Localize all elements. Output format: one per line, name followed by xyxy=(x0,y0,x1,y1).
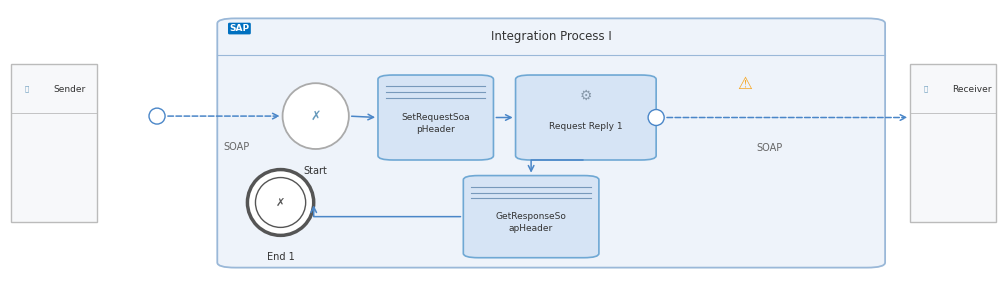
Text: Integration Process I: Integration Process I xyxy=(490,30,611,43)
Bar xyxy=(11,64,97,222)
Text: SOAP: SOAP xyxy=(224,142,250,152)
Text: SAP: SAP xyxy=(230,24,250,33)
Text: SOAP: SOAP xyxy=(756,143,782,153)
Ellipse shape xyxy=(149,108,165,124)
Ellipse shape xyxy=(256,178,306,227)
Text: ✗: ✗ xyxy=(276,197,285,207)
Text: ✗: ✗ xyxy=(310,110,321,123)
Text: ⬛: ⬛ xyxy=(923,86,927,92)
Text: ⬛: ⬛ xyxy=(24,86,29,92)
Bar xyxy=(910,64,996,222)
Text: Sender: Sender xyxy=(53,85,86,94)
FancyBboxPatch shape xyxy=(218,18,885,268)
FancyBboxPatch shape xyxy=(378,75,493,160)
Ellipse shape xyxy=(649,110,665,126)
FancyBboxPatch shape xyxy=(463,176,599,258)
Text: GetResponseSo
apHeader: GetResponseSo apHeader xyxy=(495,212,567,233)
Text: SetRequestSoa
pHeader: SetRequestSoa pHeader xyxy=(402,113,470,134)
Text: Request Reply 1: Request Reply 1 xyxy=(549,122,622,130)
Text: ⚠: ⚠ xyxy=(737,75,752,93)
Text: End 1: End 1 xyxy=(267,252,294,262)
FancyBboxPatch shape xyxy=(516,75,657,160)
Ellipse shape xyxy=(283,83,348,149)
Text: Start: Start xyxy=(304,166,327,176)
Text: Receiver: Receiver xyxy=(953,85,992,94)
Ellipse shape xyxy=(248,170,314,235)
Text: ⚙: ⚙ xyxy=(580,89,592,103)
